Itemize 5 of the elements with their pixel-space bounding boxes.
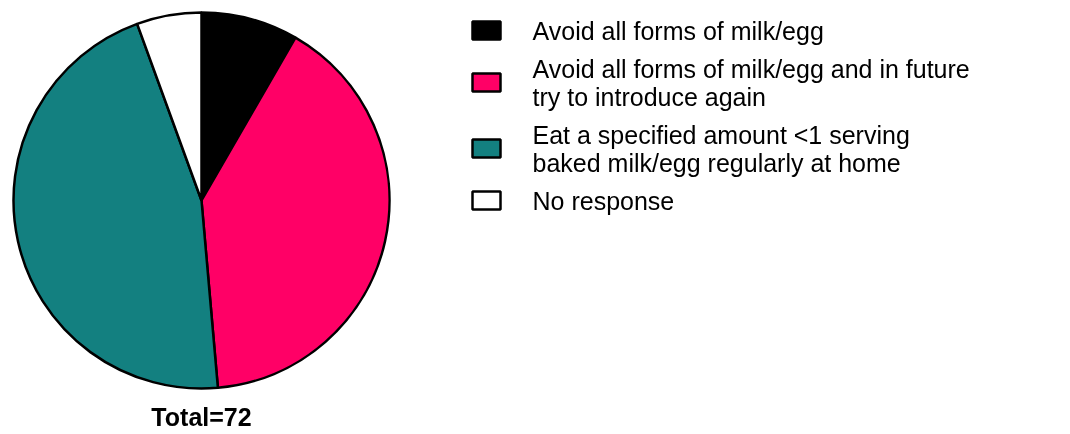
text: Total=72 — [151, 402, 252, 431]
legend-label: No response — [532, 186, 675, 215]
legend-label: Eat a specified amount <1 serving baked milk/egg regularly at home — [532, 120, 910, 177]
legend-label: Avoid all forms of milk/egg — [532, 16, 824, 45]
legend-label: Avoid all forms of milk/egg and in future try to introduce again — [532, 54, 970, 111]
